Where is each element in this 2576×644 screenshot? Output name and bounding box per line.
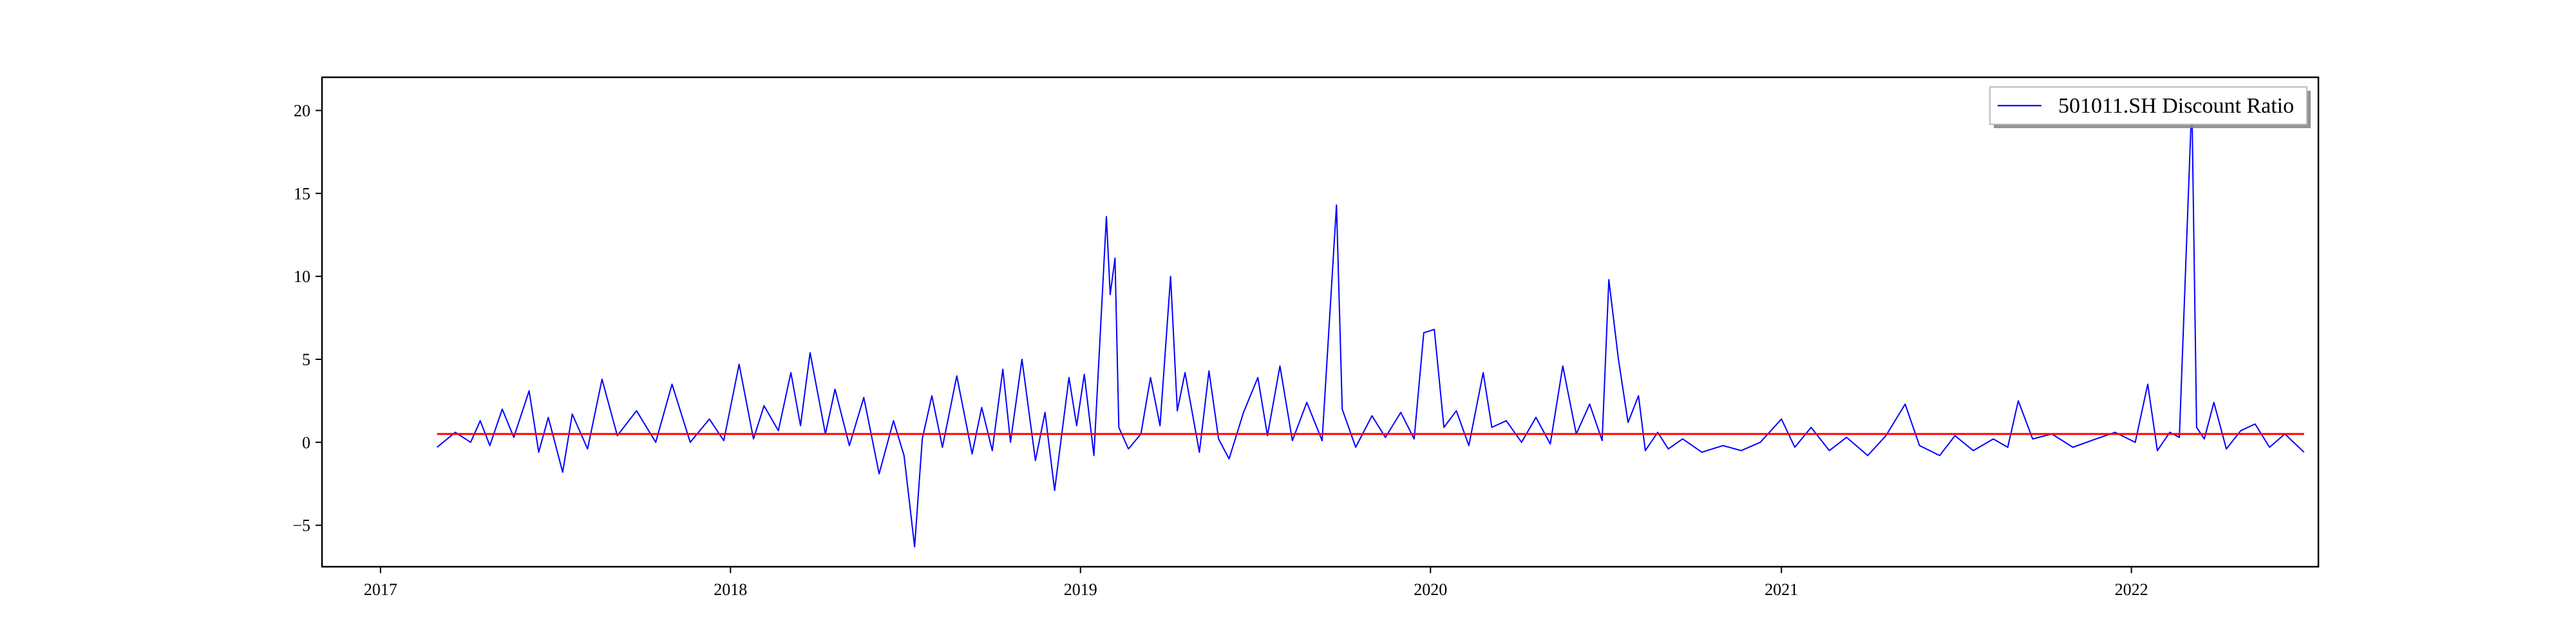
x-tick-label: 2017: [364, 580, 397, 599]
x-axis-ticks: 2017 2018 2019 2020 2021 2022: [364, 567, 2148, 599]
x-tick-label: 2020: [1414, 580, 1447, 599]
y-tick-label: 0: [302, 433, 310, 452]
axes-frame: [321, 76, 2320, 568]
y-tick-label: 10: [294, 267, 310, 286]
x-tick-label: 2019: [1064, 580, 1097, 599]
legend-label: 501011.SH Discount Ratio: [2058, 94, 2294, 118]
y-tick-label: −5: [292, 516, 310, 535]
y-tick-label: 5: [302, 350, 310, 369]
legend: 501011.SH Discount Ratio: [1989, 86, 2311, 128]
x-tick-label: 2021: [1765, 580, 1798, 599]
x-tick-label: 2018: [714, 580, 747, 599]
y-tick-label: 15: [294, 184, 310, 203]
axes: [321, 76, 2320, 568]
y-tick-label: 20: [294, 102, 310, 120]
y-axis-ticks: −5 0 5 10 15 20: [292, 102, 322, 535]
plot-area: [437, 100, 2305, 548]
legend-box: [1989, 86, 2307, 125]
series-line-discount-ratio: [437, 100, 2305, 548]
x-tick-label: 2022: [2115, 580, 2148, 599]
